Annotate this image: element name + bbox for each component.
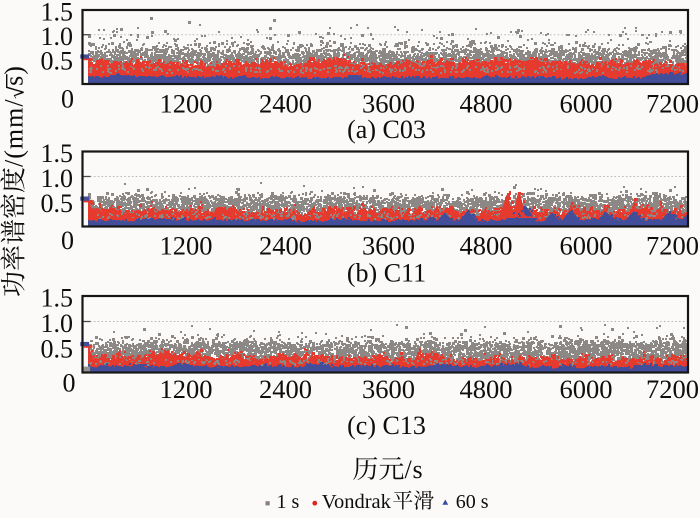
svg-text:0.5: 0.5 — [41, 47, 74, 76]
svg-text:1.0: 1.0 — [41, 164, 74, 193]
svg-text:1.0: 1.0 — [41, 22, 74, 51]
svg-text:/(mm/: /(mm/ — [0, 98, 29, 167]
svg-text:0: 0 — [61, 226, 74, 255]
svg-text:1200: 1200 — [160, 231, 213, 261]
svg-text:(a) C03: (a) C03 — [347, 115, 426, 144]
svg-text:60 s: 60 s — [456, 491, 489, 513]
svg-text:0: 0 — [61, 85, 74, 114]
svg-text:7200: 7200 — [646, 231, 699, 261]
svg-text:1200: 1200 — [160, 89, 213, 119]
svg-text:4800: 4800 — [460, 231, 513, 261]
svg-text:3600: 3600 — [362, 231, 415, 261]
svg-text:0: 0 — [63, 369, 76, 398]
svg-text:7200: 7200 — [646, 89, 699, 119]
svg-text:2400: 2400 — [259, 231, 312, 261]
svg-text:1.5: 1.5 — [41, 139, 74, 168]
svg-text:6000: 6000 — [560, 89, 613, 119]
svg-text:3600: 3600 — [362, 374, 415, 404]
svg-text:(b) C11: (b) C11 — [347, 259, 426, 288]
svg-text:1.5: 1.5 — [41, 283, 74, 312]
svg-text:0.5: 0.5 — [41, 334, 74, 363]
svg-text:1 s: 1 s — [277, 491, 300, 513]
svg-text:7200: 7200 — [646, 374, 699, 404]
svg-text:Vondrak: Vondrak — [322, 491, 392, 513]
svg-text:6000: 6000 — [560, 231, 613, 261]
svg-text:6000: 6000 — [560, 374, 613, 404]
svg-text:(c) C13: (c) C13 — [347, 411, 426, 440]
svg-text:1.0: 1.0 — [41, 309, 74, 338]
svg-text:/s: /s — [405, 455, 424, 484]
svg-text:1.5: 1.5 — [41, 0, 74, 26]
svg-text:2400: 2400 — [259, 374, 312, 404]
svg-text:4800: 4800 — [460, 374, 513, 404]
svg-text:0.5: 0.5 — [41, 189, 74, 218]
svg-text:4800: 4800 — [460, 89, 513, 119]
svg-text:2400: 2400 — [259, 89, 312, 119]
svg-text:3600: 3600 — [362, 89, 415, 119]
svg-text:1200: 1200 — [160, 374, 213, 404]
svg-text:s): s) — [0, 65, 29, 86]
